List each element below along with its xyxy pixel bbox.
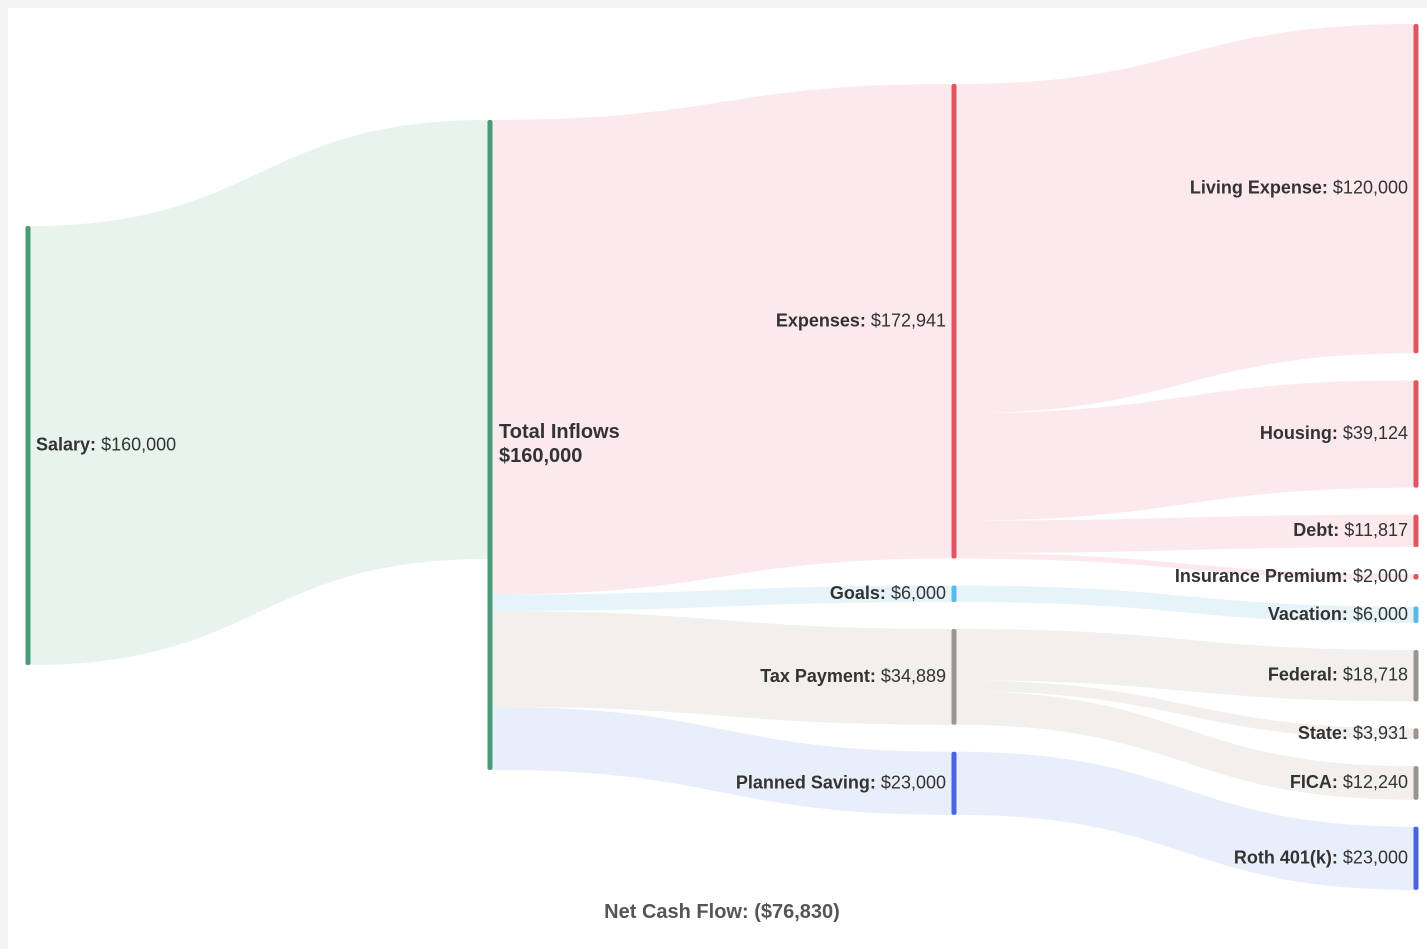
node-label: State: $3,931: [1298, 723, 1408, 743]
node-value: $172,941: [871, 310, 946, 330]
node-name: Salary:: [36, 434, 96, 454]
node-bar: [951, 629, 957, 725]
node-name: Expenses:: [776, 310, 866, 330]
node-name: State:: [1298, 723, 1348, 743]
node-label: Goals: $6,000: [830, 583, 946, 603]
node-bar: [1413, 380, 1419, 488]
node-value: $34,889: [881, 666, 946, 686]
node-name: Housing:: [1260, 423, 1338, 443]
node-value: $120,000: [1333, 177, 1408, 197]
node-bar: [951, 751, 957, 815]
node-bar: [487, 120, 493, 770]
node-name: Roth 401(k):: [1234, 847, 1338, 867]
net-cash-flow: Net Cash Flow: ($76,830): [604, 901, 840, 923]
node-name: Insurance Premium:: [1175, 566, 1348, 586]
link: [956, 680, 1414, 740]
net-cash-flow-value: ($76,830): [754, 901, 840, 923]
node-label: Vacation: $6,000: [1268, 604, 1408, 624]
node-bar: [1413, 514, 1419, 548]
link: [956, 380, 1414, 521]
node-bar: [1413, 606, 1419, 624]
link: [956, 629, 1414, 702]
node-name: Tax Payment:: [760, 666, 876, 686]
link: [956, 24, 1414, 414]
link: [492, 611, 952, 725]
node-value: $11,817: [1344, 520, 1408, 540]
node-bar: [25, 226, 31, 666]
node-value: $6,000: [891, 583, 946, 603]
link: [956, 553, 1414, 580]
node-name: Vacation:: [1268, 604, 1348, 624]
node-value: $2,000: [1353, 566, 1408, 586]
node-label: FICA: $12,240: [1290, 772, 1408, 792]
node-bar: [1413, 728, 1419, 740]
net-cash-flow-label: Net Cash Flow:: [604, 901, 748, 923]
node-name: Total Inflows: [499, 421, 620, 443]
node-name: Goals:: [830, 583, 886, 603]
link: [956, 691, 1414, 800]
node-value: $23,000: [1343, 847, 1408, 867]
node-bar: [1413, 574, 1419, 580]
node-value: $12,240: [1343, 772, 1408, 792]
node-name: Planned Saving:: [736, 772, 876, 792]
node-bar: [1413, 826, 1419, 890]
node-name: Federal:: [1268, 664, 1338, 684]
node-value: $39,124: [1343, 423, 1408, 443]
node-name: Living Expense:: [1190, 177, 1328, 197]
node-name: FICA:: [1290, 772, 1338, 792]
node-label: Federal: $18,718: [1268, 664, 1408, 684]
node-name: Debt:: [1293, 520, 1339, 540]
node-label: Housing: $39,124: [1260, 423, 1408, 443]
node-label: Debt: $11,817: [1293, 520, 1408, 540]
links: [30, 24, 1414, 890]
link: [30, 120, 488, 666]
node-label: Insurance Premium: $2,000: [1175, 566, 1408, 586]
node-value: $23,000: [881, 772, 946, 792]
link: [492, 84, 952, 595]
link: [492, 585, 952, 612]
link: [492, 706, 952, 815]
node-value: $18,718: [1343, 664, 1408, 684]
node-bar: [1413, 650, 1419, 702]
node-label: Salary: $160,000: [36, 434, 176, 454]
link: [956, 514, 1414, 554]
link: [956, 585, 1414, 624]
node-label: Planned Saving: $23,000: [736, 772, 946, 792]
node-label: Living Expense: $120,000: [1190, 177, 1408, 197]
node-value: $3,931: [1353, 723, 1408, 743]
node-bar: [951, 585, 957, 603]
link: [956, 751, 1414, 890]
node-label: Tax Payment: $34,889: [760, 666, 946, 686]
node-label: Expenses: $172,941: [776, 310, 946, 330]
node-bar: [1413, 766, 1419, 800]
node-bar: [951, 84, 957, 559]
node-label: Roth 401(k): $23,000: [1234, 847, 1408, 867]
node-value: $6,000: [1353, 604, 1408, 624]
node-value: $160,000: [101, 434, 176, 454]
node-value: $160,000: [499, 445, 582, 467]
node-bar: [1413, 24, 1419, 354]
